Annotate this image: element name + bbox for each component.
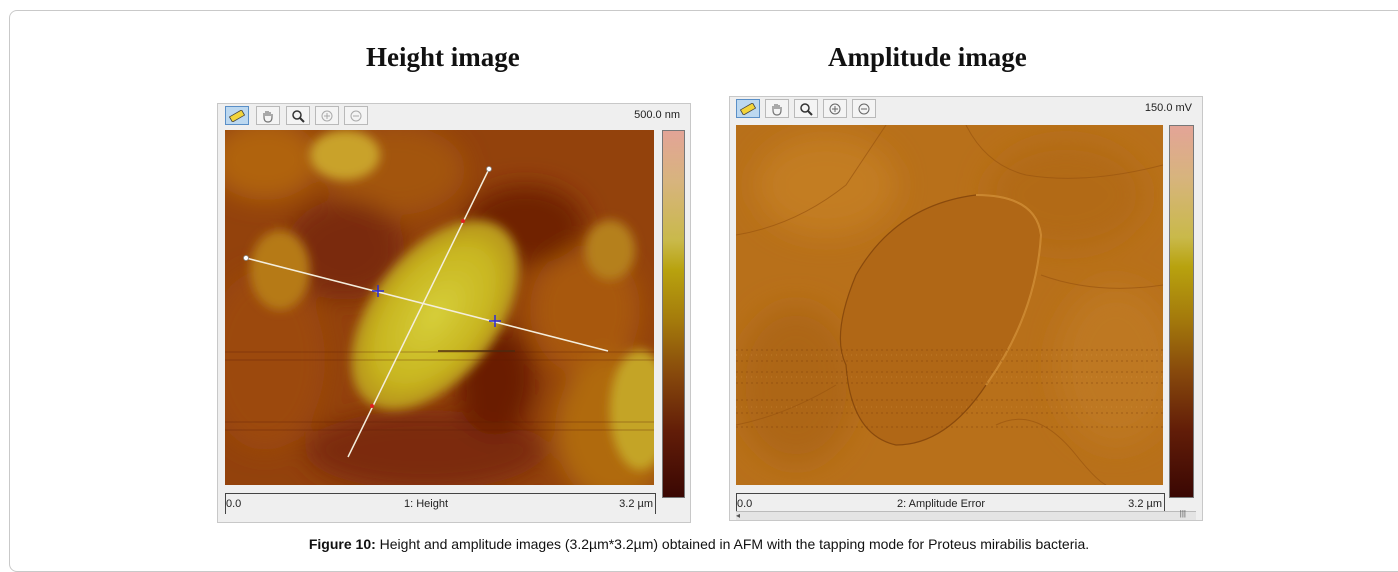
figure-caption: Figure 10: Height and amplitude images (… (0, 536, 1398, 552)
amplitude-axis-start: 0.0 (737, 498, 753, 510)
height-image-window: 500.0 nm (217, 103, 691, 523)
height-color-scale-bar (662, 130, 685, 498)
height-scale-label: 500.0 nm (634, 109, 680, 121)
height-axis-name: 1: Height (404, 498, 449, 510)
magnifier-icon[interactable] (286, 106, 310, 125)
amplitude-axis-bar: 0.0 2: Amplitude Error 3.2 µm (736, 493, 1165, 514)
amplitude-scale-label: 150.0 mV (1144, 102, 1192, 114)
height-toolbar: 500.0 nm (218, 104, 690, 126)
height-axis-end: 3.2 µm (619, 498, 653, 510)
hand-icon[interactable] (765, 99, 789, 118)
caption-text: Height and amplitude images (3.2µm*3.2µm… (379, 536, 1090, 552)
magnifier-icon[interactable] (794, 99, 818, 118)
height-axis-bar: 0.0 1: Height 3.2 µm (225, 493, 656, 514)
amplitude-toolbar: 150.0 mV (730, 97, 1202, 119)
amplitude-afm-image[interactable] (736, 125, 1163, 485)
caption-label: Figure 10: (308, 536, 376, 552)
amplitude-axis-name: 2: Amplitude Error (897, 498, 986, 510)
height-axis-start: 0.0 (226, 498, 242, 510)
amplitude-axis-end: 3.2 µm (1128, 498, 1162, 510)
amplitude-image-window: 150.0 mV (729, 96, 1203, 521)
amplitude-image-title: Amplitude image (828, 42, 1027, 72)
ruler-icon[interactable] (736, 99, 760, 118)
amplitude-color-scale-bar (1169, 125, 1194, 498)
height-afm-image[interactable] (225, 130, 654, 485)
scroll-grip-marker: ||| (1179, 509, 1186, 518)
zoom-in-icon[interactable] (823, 99, 847, 118)
ruler-icon[interactable] (225, 106, 249, 125)
zoom-out-icon[interactable] (852, 99, 876, 118)
scroll-left-arrow-icon[interactable]: ◂ (736, 511, 741, 520)
zoom-in-icon[interactable] (315, 106, 339, 125)
zoom-out-icon[interactable] (344, 106, 368, 125)
amplitude-horizontal-scrollbar[interactable]: ◂ ||| (736, 509, 1196, 520)
height-image-title: Height image (366, 42, 520, 72)
hand-icon[interactable] (256, 106, 280, 125)
